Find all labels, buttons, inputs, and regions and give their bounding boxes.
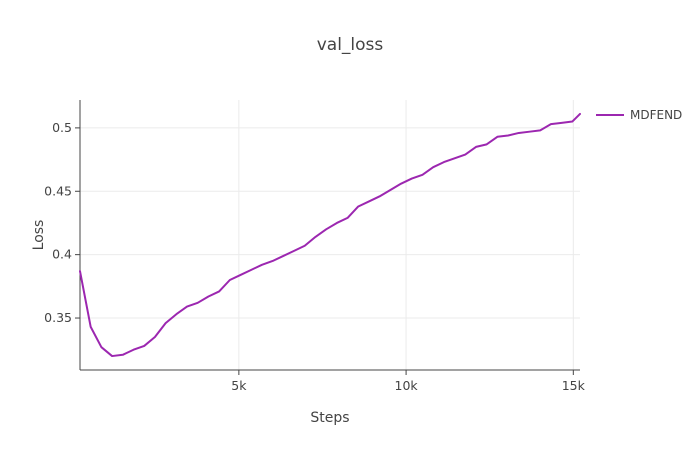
series-layer [79, 112, 581, 358]
legend: MDFEND [596, 108, 682, 122]
x-tick-label: 10k [395, 378, 419, 393]
chart-title: val_loss [317, 35, 384, 55]
y-axis-title: Loss [31, 220, 47, 251]
x-tick-label: 5k [231, 378, 247, 393]
legend-label-mdfend: MDFEND [630, 108, 682, 122]
axes-layer: 0.35 0.4 0.45 0.5 5k 10k 15k [44, 100, 586, 393]
series-line-mdfend [79, 112, 581, 358]
y-tick-label: 0.35 [44, 310, 72, 325]
x-axis-title: Steps [310, 410, 349, 426]
y-tick-label: 0.45 [44, 183, 72, 198]
y-tick-label: 0.5 [52, 120, 72, 135]
grid-layer [80, 100, 580, 370]
x-tick-label: 15k [562, 378, 586, 393]
y-tick-label: 0.4 [52, 247, 72, 262]
